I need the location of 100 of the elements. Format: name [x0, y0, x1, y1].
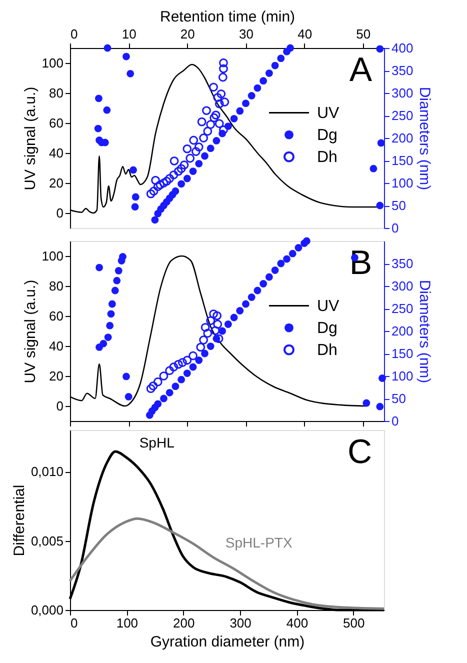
point	[286, 44, 294, 52]
x-tick-label: 500	[343, 616, 365, 630]
point	[254, 286, 262, 294]
point	[248, 92, 256, 100]
point	[104, 44, 112, 52]
point	[94, 124, 102, 132]
point	[294, 244, 302, 252]
point	[260, 77, 268, 85]
point	[236, 107, 244, 115]
point	[271, 62, 279, 70]
y-tick-label: 80	[49, 86, 64, 100]
legend-label: UV	[317, 298, 340, 315]
point	[189, 168, 197, 175]
point	[130, 166, 137, 174]
point	[183, 370, 191, 377]
point	[206, 316, 216, 326]
point	[216, 89, 226, 98]
point	[111, 286, 119, 294]
point	[176, 164, 186, 174]
y-tick-label: 40	[49, 146, 64, 160]
point	[178, 180, 186, 188]
point	[182, 144, 192, 154]
point	[370, 164, 378, 172]
point	[104, 334, 112, 341]
point	[362, 399, 370, 407]
legend-label: UV	[317, 104, 340, 122]
point	[124, 393, 132, 400]
point	[195, 356, 203, 364]
point	[214, 99, 224, 108]
point	[119, 253, 126, 260]
point	[260, 280, 268, 288]
point	[183, 174, 191, 182]
y2-tick-label: 250	[392, 301, 414, 316]
point	[189, 136, 198, 145]
y2-tick-label: 200	[392, 130, 414, 146]
point	[114, 267, 122, 274]
point	[189, 363, 197, 371]
x-tick-label: 50	[356, 26, 371, 42]
point	[100, 340, 108, 348]
y2-tick-label: 300	[392, 278, 414, 294]
y2-tick-label: 50	[392, 391, 406, 406]
y2-tick-label: 0	[392, 220, 399, 236]
x-axis-title: Gyration diameter (nm)	[150, 634, 305, 650]
point	[254, 84, 262, 92]
point	[180, 160, 189, 170]
point	[153, 377, 162, 386]
point	[214, 119, 224, 128]
point	[213, 93, 222, 102]
series-label: SpHL-PTX	[225, 534, 293, 550]
point	[277, 260, 285, 268]
point	[213, 320, 222, 329]
point	[218, 327, 226, 335]
y-tick-label: 60	[49, 308, 64, 324]
point	[201, 350, 208, 358]
point	[195, 160, 203, 168]
point	[209, 309, 218, 318]
point	[169, 362, 178, 372]
point	[219, 58, 228, 68]
point	[178, 358, 187, 367]
point	[126, 70, 134, 78]
point	[200, 322, 210, 332]
point	[376, 402, 384, 410]
point	[376, 45, 384, 53]
point	[265, 70, 273, 77]
series-label: SpHL	[139, 434, 175, 450]
legend-label: Dg	[317, 320, 338, 337]
y-tick-label: 0,000	[30, 602, 64, 618]
point	[202, 106, 211, 115]
y-tick-label: 80	[49, 278, 64, 294]
point	[210, 113, 219, 122]
y2-tick-label: 350	[392, 256, 414, 271]
y-axis-title: Differential	[10, 484, 28, 556]
y-tick-label: 100	[42, 248, 64, 264]
point	[186, 154, 195, 163]
y-tick-label: 0,010	[30, 464, 64, 480]
point	[197, 117, 206, 126]
y-tick-label: 20	[49, 368, 64, 384]
y2-axis-title: Diameters (nm)	[416, 280, 434, 384]
y2-tick-label: 250	[392, 108, 414, 123]
point	[154, 400, 162, 408]
point	[201, 152, 208, 160]
point	[159, 372, 168, 380]
point	[242, 100, 250, 108]
point	[377, 139, 385, 147]
point	[271, 266, 279, 274]
point	[151, 176, 160, 185]
y-axis-title: UV signal (a.u.)	[22, 280, 39, 384]
point	[302, 237, 310, 245]
point	[160, 394, 168, 402]
point	[199, 336, 208, 344]
y-axis-title: UV signal (a.u.)	[22, 86, 39, 190]
point	[182, 356, 192, 365]
annotation: C	[347, 433, 372, 471]
point	[132, 193, 140, 201]
y2-tick-label: 100	[392, 368, 414, 384]
y-tick-label: 0	[56, 398, 64, 414]
point	[162, 176, 172, 186]
legend-label: Dh	[317, 342, 338, 359]
x-tick-label: 200	[173, 616, 195, 630]
point	[206, 342, 214, 350]
